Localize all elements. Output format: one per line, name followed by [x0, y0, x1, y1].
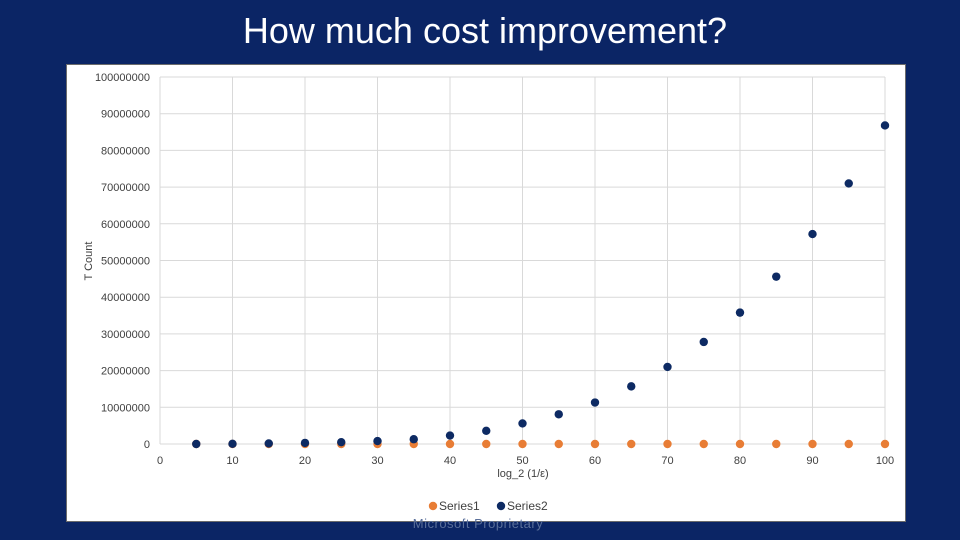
x-tick-label: 20: [299, 455, 311, 467]
y-tick-label: 0: [144, 439, 150, 451]
x-tick-label: 30: [371, 455, 383, 467]
data-point: [772, 272, 781, 281]
x-axis-ticks: 0 10 20 30 40 50 60 70 80 90 100: [157, 455, 894, 467]
legend-label: Series2: [507, 499, 548, 513]
x-tick-label: 80: [734, 455, 746, 467]
legend-label: Series1: [439, 499, 480, 513]
x-tick-label: 0: [157, 455, 163, 467]
data-point: [735, 439, 745, 449]
data-point: [445, 439, 455, 449]
series-2: [192, 121, 890, 449]
y-tick-label: 60000000: [101, 219, 150, 231]
data-point: [554, 410, 563, 419]
y-tick-label: 10000000: [101, 402, 150, 414]
y-axis-label: T Count: [83, 242, 95, 281]
chart-container: 0 10000000 20000000 30000000 40000000 5000000…: [66, 64, 906, 522]
legend: Series1 Series2: [428, 499, 548, 513]
x-tick-label: 100: [876, 455, 894, 467]
data-point: [663, 362, 672, 372]
data-point: [373, 436, 382, 446]
data-point: [880, 121, 890, 130]
y-tick-label: 80000000: [101, 145, 150, 157]
data-point: [663, 439, 672, 449]
data-point: [482, 439, 491, 449]
x-tick-label: 40: [444, 455, 456, 467]
data-point: [699, 337, 708, 347]
data-point: [772, 439, 781, 449]
data-series: [192, 121, 890, 449]
x-tick-label: 60: [589, 455, 601, 467]
x-tick-label: 70: [661, 455, 673, 467]
y-tick-label: 30000000: [101, 329, 150, 341]
y-tick-label: 90000000: [101, 109, 150, 121]
data-point: [300, 438, 310, 448]
data-point: [337, 437, 346, 447]
data-point: [808, 229, 817, 239]
data-point: [518, 419, 527, 428]
data-point: [735, 308, 745, 317]
data-point: [228, 439, 237, 449]
y-tick-label: 100000000: [95, 72, 150, 84]
data-point: [627, 439, 636, 449]
y-tick-label: 20000000: [101, 366, 150, 378]
data-point: [699, 439, 708, 449]
data-point: [808, 439, 817, 449]
legend-marker: [428, 501, 438, 511]
y-axis-ticks: 0 10000000 20000000 30000000 40000000 5000000…: [95, 72, 150, 451]
x-axis-label: log_2 (1/ε): [497, 468, 548, 480]
grid-lines: [159, 76, 886, 445]
legend-marker: [496, 501, 506, 511]
scatter-chart: 0 10000000 20000000 30000000 40000000 5000000…: [83, 72, 894, 513]
x-tick-label: 10: [226, 455, 238, 467]
data-point: [482, 426, 491, 435]
data-point: [590, 398, 600, 407]
x-tick-label: 90: [806, 455, 818, 467]
data-point: [844, 439, 853, 449]
data-point: [844, 179, 853, 188]
data-point: [554, 439, 563, 449]
footer-text: Microsoft Proprietary: [412, 516, 544, 531]
data-point: [627, 382, 636, 391]
data-point: [192, 439, 201, 449]
slide-title: How much cost improvement?: [242, 10, 728, 51]
y-tick-label: 70000000: [101, 182, 150, 194]
y-tick-label: 50000000: [101, 256, 150, 268]
data-point: [264, 439, 273, 448]
data-point: [409, 435, 418, 444]
data-point: [518, 439, 527, 449]
data-point: [880, 439, 890, 449]
y-tick-label: 40000000: [101, 292, 150, 304]
data-point: [445, 431, 455, 440]
x-tick-label: 50: [516, 455, 528, 467]
data-point: [590, 439, 600, 449]
